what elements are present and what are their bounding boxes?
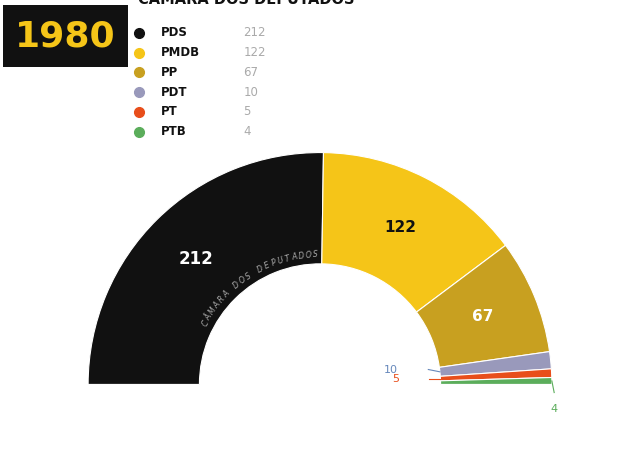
Text: A: A [212, 300, 222, 310]
Text: 67: 67 [472, 310, 493, 325]
Text: A: A [291, 252, 298, 262]
Text: U: U [276, 256, 284, 266]
Text: 5: 5 [392, 373, 399, 384]
Text: PTB: PTB [161, 125, 186, 138]
Text: 4: 4 [243, 125, 251, 138]
Wedge shape [417, 246, 550, 367]
Wedge shape [88, 153, 323, 385]
Text: Â: Â [204, 312, 214, 322]
Text: O: O [305, 250, 312, 260]
Text: 5: 5 [243, 106, 251, 119]
Text: S: S [244, 271, 253, 281]
Text: 67: 67 [243, 66, 258, 79]
Text: PDT: PDT [161, 86, 187, 99]
Text: M: M [207, 306, 218, 317]
Text: D: D [298, 251, 305, 261]
Text: E: E [263, 261, 271, 271]
Text: PT: PT [161, 106, 177, 119]
Text: CÂMARA DOS DEPUTADOS: CÂMARA DOS DEPUTADOS [138, 0, 354, 7]
Text: D: D [232, 279, 242, 290]
Text: O: O [237, 275, 248, 286]
Wedge shape [440, 378, 552, 385]
Text: 10: 10 [384, 365, 398, 374]
Text: 4: 4 [550, 404, 557, 414]
Text: 122: 122 [243, 46, 266, 59]
Text: S: S [313, 250, 318, 259]
Text: 10: 10 [243, 86, 258, 99]
Text: R: R [216, 295, 227, 305]
Text: PP: PP [161, 66, 178, 79]
Text: D: D [256, 264, 265, 274]
Text: PDS: PDS [161, 26, 188, 39]
Text: 122: 122 [384, 220, 416, 235]
Text: T: T [284, 254, 291, 264]
Text: 212: 212 [179, 250, 214, 268]
Wedge shape [440, 352, 551, 376]
Wedge shape [440, 369, 552, 381]
Text: 212: 212 [243, 26, 266, 39]
Text: C: C [200, 319, 211, 328]
Text: 1980: 1980 [15, 19, 116, 53]
Wedge shape [322, 153, 506, 312]
Text: A: A [221, 290, 231, 299]
Text: PMDB: PMDB [161, 46, 200, 59]
Text: P: P [270, 258, 277, 268]
